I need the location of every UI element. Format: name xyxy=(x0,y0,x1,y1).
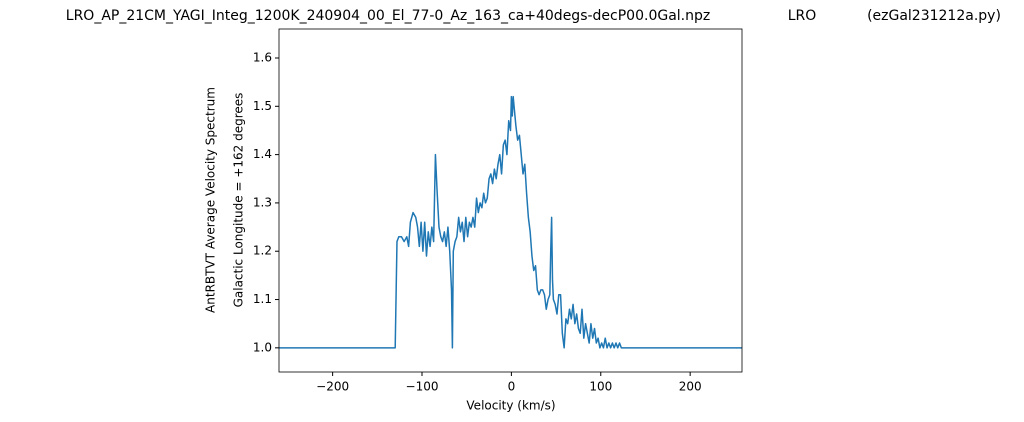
y-tick-label: 1.4 xyxy=(253,147,272,161)
x-axis-label: Velocity (km/s) xyxy=(466,399,555,413)
y-axis-label: AntRBTVT Average Velocity Spectrum xyxy=(204,87,218,313)
chart-title-right: (ezGal231212a.py) xyxy=(867,8,1001,24)
chart-title: LRO_AP_21CM_YAGI_Integ_1200K_240904_00_E… xyxy=(66,8,710,24)
x-tick-label: 0 xyxy=(508,380,516,394)
y-tick-label: 1.3 xyxy=(253,195,272,209)
plot-frame xyxy=(278,28,743,373)
x-tick-label: −200 xyxy=(316,380,349,394)
y-tick-label: 1.0 xyxy=(253,340,272,354)
x-tick-label: −100 xyxy=(406,380,439,394)
data-line xyxy=(279,95,742,349)
y-tick-label: 1.2 xyxy=(253,244,272,258)
y-axis-label: Galactic Longitude = +162 degrees xyxy=(232,93,246,308)
y-tick-label: 1.1 xyxy=(253,292,272,306)
x-tick-label: 200 xyxy=(679,380,702,394)
x-tick-label: 100 xyxy=(589,380,612,394)
y-tick-label: 1.5 xyxy=(253,99,272,113)
y-tick-label: 1.6 xyxy=(253,50,272,64)
chart-title-center: LRO xyxy=(788,8,817,24)
